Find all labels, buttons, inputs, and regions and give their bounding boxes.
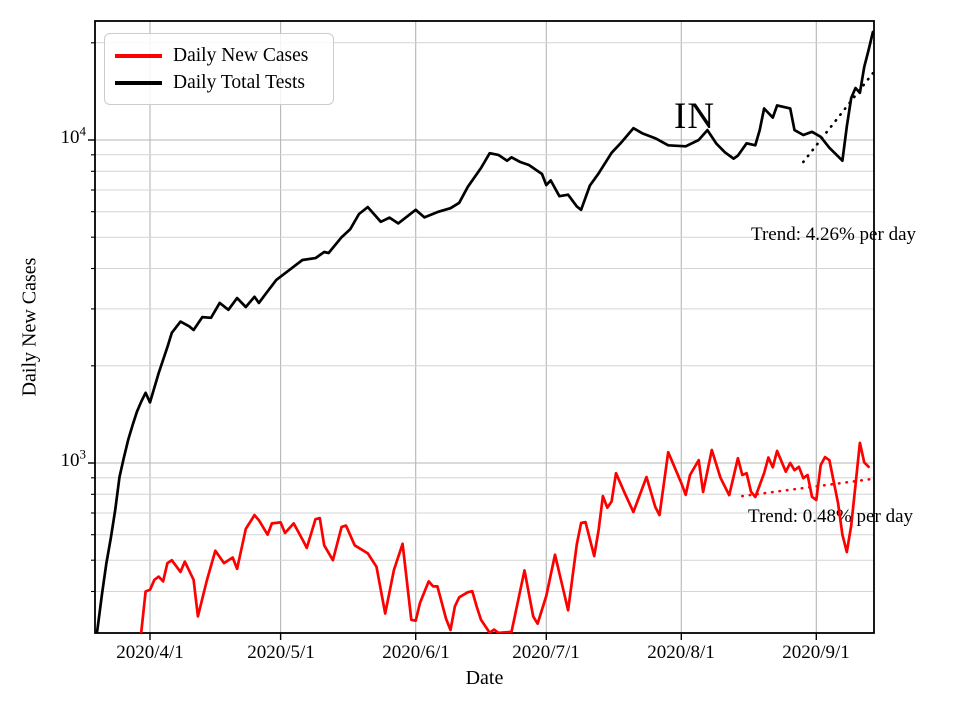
tests-trend-annotation: Trend: 4.26% per day: [751, 224, 916, 245]
region-label-annotation: IN: [674, 96, 716, 137]
legend-label: Daily Total Tests: [173, 72, 305, 93]
y-axis-title: Daily New Cases: [18, 257, 41, 397]
x-tick-label: 2020/5/1: [247, 642, 315, 663]
y-tick-label: 103: [60, 446, 87, 471]
x-tick-label: 2020/6/1: [382, 642, 450, 663]
x-tick-label: 2020/9/1: [782, 642, 850, 663]
cases-trend-annotation: Trend: 0.48% per day: [748, 506, 913, 527]
legend-item-daily-total-tests: Daily Total Tests: [115, 69, 323, 96]
legend-item-daily-new-cases: Daily New Cases: [115, 42, 323, 69]
black-line-swatch-icon: [115, 80, 162, 85]
x-tick-label: 2020/4/1: [116, 642, 184, 663]
red-line-swatch-icon: [115, 53, 162, 58]
x-tick-label: 2020/7/1: [512, 642, 580, 663]
x-axis-title: Date: [465, 667, 504, 689]
x-tick-label: 2020/8/1: [647, 642, 715, 663]
y-tick-label: 104: [60, 123, 87, 148]
legend: Daily New Cases Daily Total Tests: [104, 33, 334, 105]
plot-border: [94, 20, 875, 634]
legend-label: Daily New Cases: [173, 45, 309, 66]
